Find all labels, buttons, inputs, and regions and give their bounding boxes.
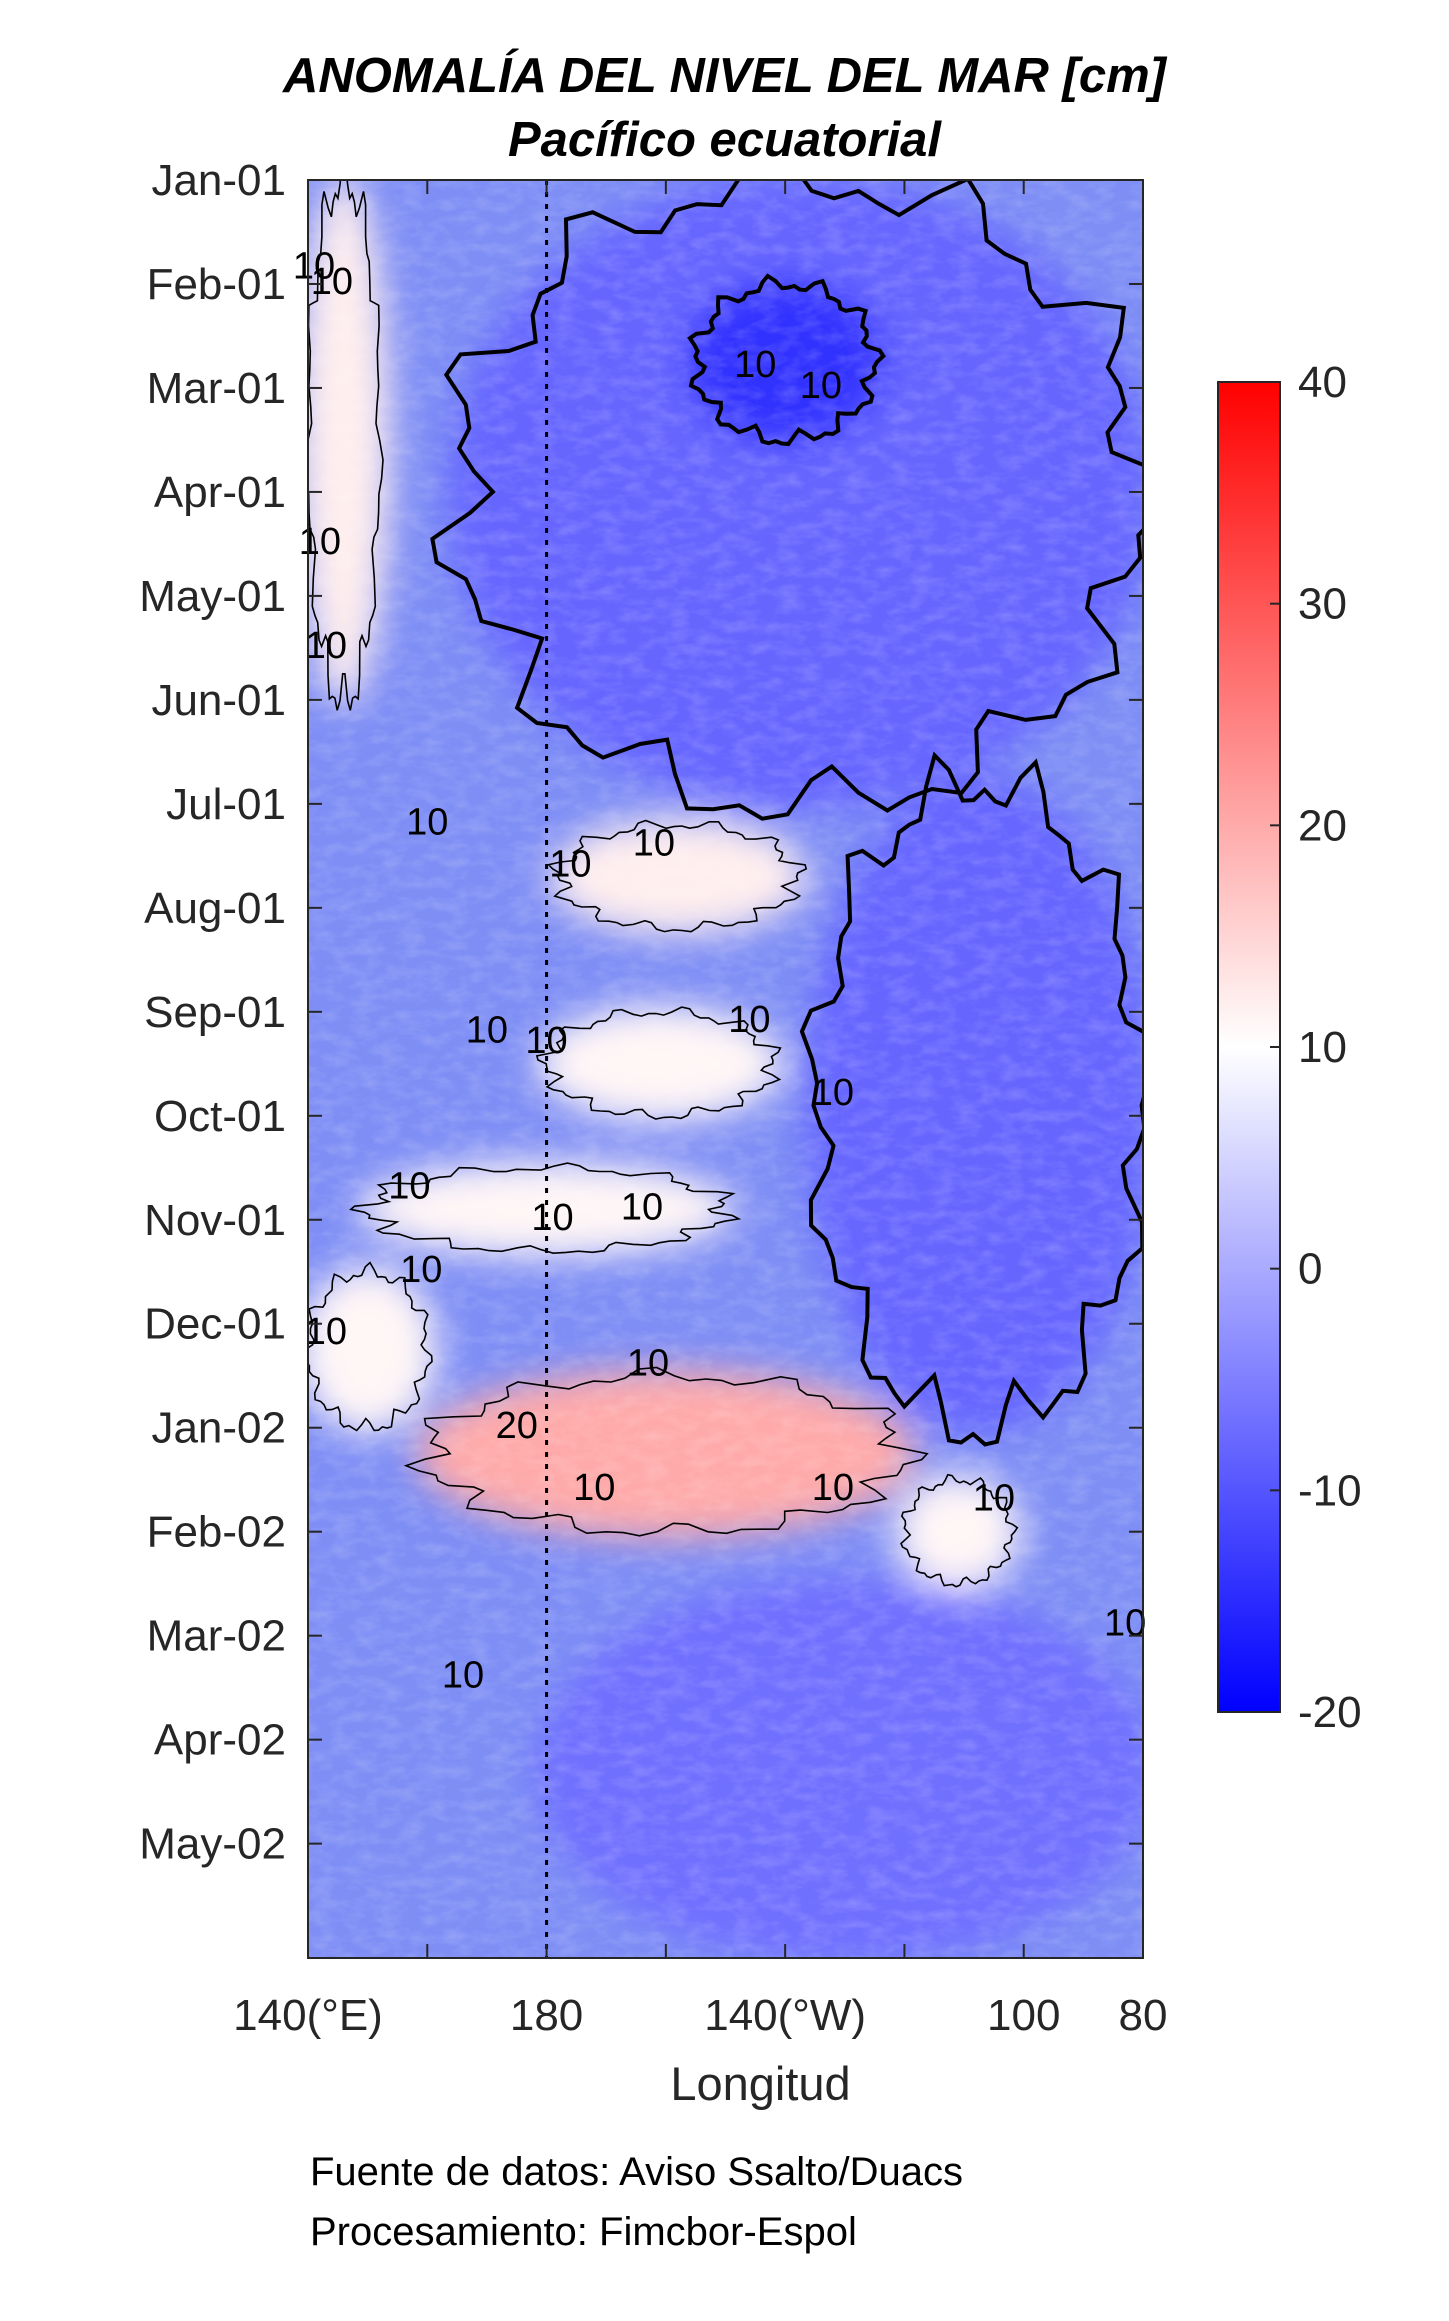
contour-label: 10: [311, 261, 353, 303]
contour-label: 10: [812, 1072, 854, 1114]
contour-label: 10: [305, 625, 347, 667]
y-tick-label: May-02: [139, 1820, 286, 1869]
contour-label: 10: [388, 1166, 430, 1208]
x-tick-label: 80: [1119, 1991, 1168, 2040]
x-axis-label: Longitud: [670, 2057, 850, 2110]
colorbar-tick-label: 20: [1298, 801, 1347, 850]
chart-subtitle: Pacífico ecuatorial: [507, 113, 941, 167]
contour-label: 10: [442, 1654, 484, 1696]
contour-label: 10: [973, 1478, 1015, 1520]
y-tick-label: Aug-01: [144, 884, 286, 933]
colorbar-tick-label: -10: [1298, 1466, 1362, 1515]
contour-line-6: [308, 1261, 433, 1432]
contour-label: 10: [299, 521, 341, 563]
contour-lines: [308, 180, 1143, 1588]
contour-line-8: [900, 1473, 1019, 1588]
colorbar: 40 30 20 10 0 -10 -20: [1217, 358, 1362, 1737]
y-tick-label: Mar-02: [147, 1612, 286, 1661]
data-source-text: Fuente de datos: Aviso Ssalto/Duacs: [310, 2150, 963, 2194]
y-tick-label: Jan-02: [151, 1404, 286, 1453]
contour-label: 10: [633, 822, 675, 864]
contour-label: 10: [1104, 1602, 1146, 1644]
contour-label: 10: [627, 1342, 669, 1384]
contour-label: 10: [293, 245, 335, 287]
contour-line-2: [687, 273, 886, 447]
contour-label: 10: [728, 999, 770, 1041]
y-tick-label: Feb-01: [147, 260, 286, 309]
y-tick-label: Apr-02: [154, 1716, 286, 1765]
source-footer: Fuente de datos: Aviso Ssalto/Duacs Proc…: [310, 2142, 963, 2262]
x-tick-label: 140(°W): [704, 1991, 866, 2040]
x-tick-label: 100: [987, 1991, 1060, 2040]
contour-line-9: [799, 751, 1143, 1447]
chart-title-block: ANOMALÍA DEL NIVEL DEL MAR [cm] Pacífico…: [0, 44, 1449, 172]
contour-label: 10: [800, 365, 842, 407]
processing-text: Procesamiento: Fimcbor-Espol: [310, 2210, 857, 2254]
y-tick-label: Jan-01: [151, 156, 286, 205]
contour-line-3: [547, 819, 808, 933]
y-tick-label: Nov-01: [144, 1196, 286, 1245]
contour-line-4: [535, 1006, 782, 1120]
contour-label: 10: [573, 1467, 615, 1509]
contour-label: 10: [531, 1197, 573, 1239]
chart-title: ANOMALÍA DEL NIVEL DEL MAR [cm]: [283, 49, 1166, 103]
colorbar-tick-label: 10: [1298, 1023, 1347, 1072]
contour-line-1: [430, 180, 1143, 821]
y-axis: Jan-01 Feb-01 Mar-01 Apr-01 May-01 Jun-01 Jul-…: [139, 156, 1143, 1869]
contour-label: 10: [400, 1249, 442, 1291]
contour-label: 10: [621, 1186, 663, 1228]
contour-label: 10: [549, 843, 591, 885]
y-tick-label: Oct-01: [154, 1092, 286, 1141]
plot-frame: [307, 179, 1144, 1959]
contour-label: 10: [734, 344, 776, 386]
y-tick-label: Jul-01: [166, 780, 286, 829]
contour-label: 10: [406, 802, 448, 844]
y-tick-label: Dec-01: [144, 1300, 286, 1349]
anomaly-field: [308, 180, 1143, 1958]
contour-line-5: [349, 1162, 742, 1255]
colorbar-tick-label: 0: [1298, 1245, 1322, 1294]
y-tick-label: Jun-01: [151, 676, 286, 725]
y-tick-label: Apr-01: [154, 468, 286, 517]
colorbar-gradient: [1217, 381, 1281, 1713]
colorbar-tick-label: -20: [1298, 1688, 1362, 1737]
contour-line-7: [403, 1366, 929, 1537]
colorbar-tick-label: 40: [1298, 358, 1347, 407]
contour-label: 10: [812, 1467, 854, 1509]
y-tick-label: May-01: [139, 572, 286, 621]
contour-label: 10: [525, 1020, 567, 1062]
colorbar-tick-label: 30: [1298, 580, 1347, 629]
contour-label: 20: [496, 1405, 538, 1447]
x-axis: 140(°E) 180 140(°W) 100 80: [233, 180, 1167, 2040]
y-tick-label: Mar-01: [147, 364, 286, 413]
y-tick-label: Sep-01: [144, 988, 286, 1037]
contour-label: 10: [305, 1311, 347, 1353]
y-tick-label: Feb-02: [147, 1508, 286, 1557]
x-tick-label: 140(°E): [233, 1991, 383, 2040]
contour-label: 10: [466, 1010, 508, 1052]
x-tick-label: 180: [510, 1991, 583, 2040]
contour-line-0: [308, 180, 384, 711]
